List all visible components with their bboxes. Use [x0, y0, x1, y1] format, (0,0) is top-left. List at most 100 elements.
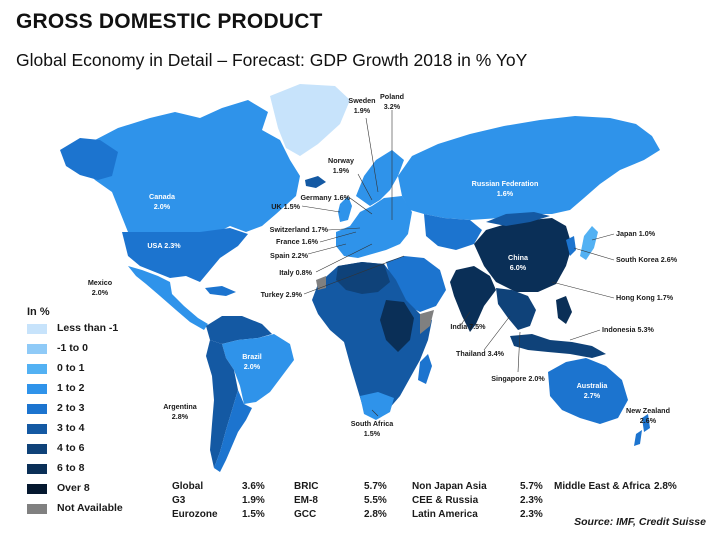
label-usa: USA 2.3%	[147, 241, 181, 250]
label-indonesia: Indonesia 5.3%	[602, 325, 655, 334]
legend-item: 4 to 6	[27, 442, 167, 456]
stat-name: GCC	[294, 509, 317, 520]
region-north-africa	[336, 262, 390, 294]
legend-item: -1 to 0	[27, 342, 167, 356]
legend-label: 6 to 8	[57, 462, 85, 474]
stat-name: Eurozone	[172, 509, 218, 520]
legend-item: 0 to 1	[27, 362, 167, 376]
legend-label: Over 8	[57, 482, 90, 494]
label-norway-value: 1.9%	[333, 166, 350, 175]
region-madagascar	[418, 354, 432, 384]
leader-lines	[301, 110, 615, 417]
stat-value: 5.7%	[364, 481, 387, 492]
label-brazil-name: Brazil	[242, 352, 262, 361]
legend-swatch	[27, 424, 47, 434]
legend-swatch	[27, 464, 47, 474]
legend-title: In %	[27, 306, 50, 318]
label-mexico-name: Mexico	[88, 278, 113, 287]
region-central-asia	[424, 214, 482, 250]
label-new-zealand-value: 2.6%	[640, 416, 657, 425]
region-andes	[206, 340, 238, 468]
legend-item: 6 to 8	[27, 462, 167, 476]
legend-swatch	[27, 444, 47, 454]
label-canada-name: Canada	[149, 192, 176, 201]
label-china-name: China	[508, 253, 529, 262]
page-subtitle: Global Economy in Detail – Forecast: GDP…	[16, 50, 528, 70]
region-uk	[338, 196, 352, 222]
stat-value: 2.3%	[520, 509, 543, 520]
legend-item: Less than -1	[27, 322, 167, 336]
stat-name: CEE & Russia	[412, 495, 479, 506]
label-france: France 1.6%	[276, 237, 319, 246]
label-argentina-value: 2.8%	[172, 412, 189, 421]
legend-label: -1 to 0	[57, 342, 88, 354]
stat-name: BRIC	[294, 481, 319, 492]
region-australia	[548, 358, 628, 424]
legend-label: 0 to 1	[57, 362, 85, 374]
legend-swatch	[27, 404, 47, 414]
region-south-america-north	[206, 316, 272, 344]
label-canada-value: 2.0%	[154, 202, 171, 211]
legend-item: 3 to 4	[27, 422, 167, 436]
legend-label: Not Available	[57, 502, 123, 514]
label-japan: Japan 1.0%	[616, 229, 656, 238]
legend-swatch	[27, 344, 47, 354]
region-new-zealand	[634, 414, 650, 446]
region-somalia	[420, 310, 434, 334]
legend-label: 2 to 3	[57, 402, 85, 414]
label-south-korea: South Korea 2.6%	[616, 255, 678, 264]
region-africa	[312, 262, 432, 418]
stat-value: 2.8%	[654, 481, 677, 492]
label-argentina-name: Argentina	[163, 402, 198, 411]
label-poland-name: Poland	[380, 92, 404, 101]
label-russia-name: Russian Federation	[472, 179, 539, 188]
stat-value: 1.5%	[242, 509, 265, 520]
region-usa	[122, 228, 248, 282]
label-russia-value: 1.6%	[497, 189, 514, 198]
label-new-zealand-name: New Zealand	[626, 406, 670, 415]
region-southeast-asia	[496, 288, 536, 330]
label-south-africa-name: South Africa	[351, 419, 394, 428]
region-china	[474, 218, 572, 292]
stat-value: 1.9%	[242, 495, 265, 506]
region-korea	[566, 236, 576, 256]
legend-item: 2 to 3	[27, 402, 167, 416]
label-india: India 7.5%	[450, 322, 486, 331]
legend-swatch	[27, 324, 47, 334]
label-mexico-value: 2.0%	[92, 288, 109, 297]
label-uk: UK 1.5%	[271, 202, 300, 211]
stat-name: G3	[172, 495, 186, 506]
label-hong-kong: Hong Kong 1.7%	[616, 293, 674, 302]
label-singapore: Singapore 2.0%	[491, 374, 545, 383]
region-south-africa	[360, 392, 394, 420]
stat-name: Latin America	[412, 509, 478, 520]
region-philippines	[556, 296, 572, 324]
legend-swatch	[27, 504, 47, 514]
region-greenland	[270, 84, 350, 156]
label-thailand: Thailand 3.4%	[456, 349, 505, 358]
legend-swatch	[27, 364, 47, 374]
legend-label: 4 to 6	[57, 442, 85, 454]
label-italy: Italy 0.8%	[279, 268, 312, 277]
region-brazil	[222, 334, 294, 404]
legend-label: 3 to 4	[57, 422, 85, 434]
stat-value: 5.7%	[520, 481, 543, 492]
label-sweden-value: 1.9%	[354, 106, 371, 115]
label-south-africa-value: 1.5%	[364, 429, 381, 438]
page-title: GROSS DOMESTIC PRODUCT	[16, 10, 323, 33]
label-brazil-value: 2.0%	[244, 362, 261, 371]
label-switzerland: Switzerland 1.7%	[270, 225, 329, 234]
label-norway-name: Norway	[328, 156, 354, 165]
stat-value: 2.8%	[364, 509, 387, 520]
label-turkey: Turkey 2.9%	[261, 290, 303, 299]
region-europe	[336, 196, 412, 258]
stat-name: Non Japan Asia	[412, 481, 487, 492]
region-argentina	[214, 390, 252, 472]
region-russia	[398, 116, 660, 220]
stat-name: Global	[172, 481, 204, 492]
region-indonesia	[510, 334, 606, 358]
region-india	[450, 266, 496, 332]
label-spain: Spain 2.2%	[270, 251, 309, 260]
label-poland-value: 3.2%	[384, 102, 401, 111]
region-iceland	[305, 176, 326, 188]
